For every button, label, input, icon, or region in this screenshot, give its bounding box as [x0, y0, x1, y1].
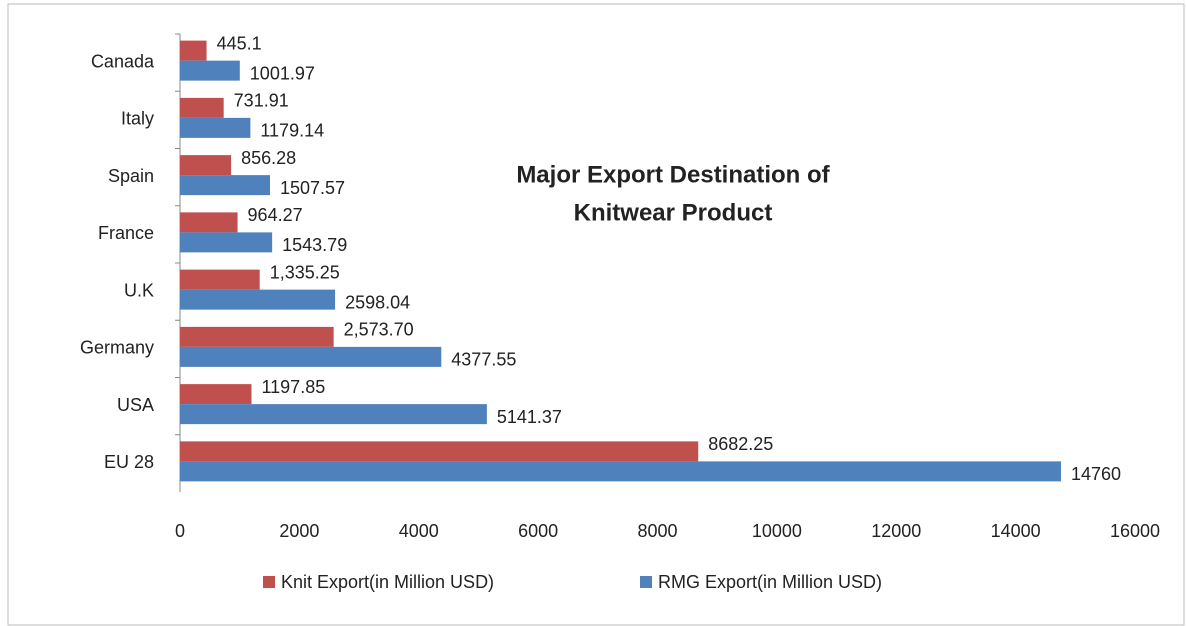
y-tick-label: Italy: [121, 109, 154, 129]
bar: [180, 60, 240, 81]
value-label: 2,573.70: [344, 320, 414, 340]
x-tick-label: 4000: [399, 521, 439, 541]
value-label: 445.1: [217, 33, 262, 53]
value-label: 4377.55: [451, 350, 516, 370]
value-label: 856.28: [241, 148, 296, 168]
bar: [180, 40, 207, 61]
bar: [180, 404, 487, 425]
value-label: 1507.57: [280, 178, 345, 198]
bar: [180, 175, 270, 196]
bar: [180, 212, 238, 233]
x-tick-label: 8000: [637, 521, 677, 541]
bar: [180, 117, 251, 138]
value-label: 14760: [1071, 464, 1121, 484]
bar: [180, 441, 699, 462]
x-tick-label: 6000: [518, 521, 558, 541]
value-label: 1001.97: [250, 63, 315, 83]
value-label: 1179.14: [260, 121, 324, 141]
bar: [180, 326, 334, 347]
x-tick-label: 12000: [871, 521, 921, 541]
bar: [180, 269, 260, 290]
bar: [180, 346, 442, 367]
bar: [180, 289, 336, 310]
x-tick-label: 10000: [752, 521, 802, 541]
legend-label: RMG Export(in Million USD): [658, 572, 882, 592]
legend-swatch: [263, 576, 275, 588]
y-tick-label: France: [98, 223, 154, 243]
y-tick-label: USA: [117, 395, 154, 415]
bar: [180, 232, 273, 253]
value-label: 5141.37: [497, 407, 562, 427]
x-tick-label: 0: [175, 521, 185, 541]
bar: [180, 461, 1061, 482]
value-label: 1,335.25: [270, 262, 340, 282]
value-label: 1543.79: [282, 235, 347, 255]
chart-title: Major Export Destination of: [516, 161, 830, 188]
legend-swatch: [640, 576, 652, 588]
x-tick-label: 2000: [279, 521, 319, 541]
value-label: 1197.85: [261, 377, 325, 397]
y-tick-label: U.K: [124, 280, 154, 300]
bar: [180, 97, 224, 118]
value-label: 731.91: [234, 91, 289, 111]
y-tick-label: EU 28: [104, 452, 154, 472]
bar: [180, 384, 252, 405]
value-label: 2598.04: [345, 292, 410, 312]
value-label: 964.27: [248, 205, 303, 225]
legend-label: Knit Export(in Million USD): [281, 572, 494, 592]
y-tick-label: Germany: [80, 338, 154, 358]
y-tick-label: Canada: [91, 51, 155, 71]
bar: [180, 155, 232, 176]
chart-title: Knitwear Product: [574, 199, 773, 226]
x-tick-label: 16000: [1110, 521, 1160, 541]
y-tick-label: Spain: [108, 166, 154, 186]
value-label: 8682.25: [708, 434, 773, 454]
x-tick-label: 14000: [991, 521, 1041, 541]
